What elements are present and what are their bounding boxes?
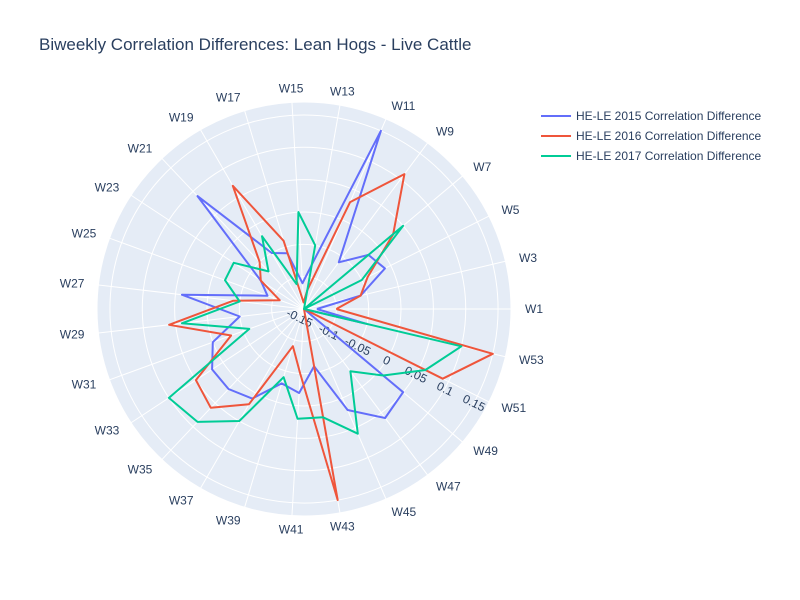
series-line-2 [168,173,494,502]
angular-tick-label: W13 [330,84,355,98]
angular-grid-line [161,158,305,310]
angular-tick-label: W3 [519,251,537,265]
angular-grid-line [98,284,305,310]
angular-tick-label: W5 [501,203,519,217]
angular-tick-label: W29 [60,328,85,342]
angular-grid-line [109,237,305,310]
angular-grid-line [130,194,305,310]
angular-tick-label: W33 [95,423,120,437]
radial-tick-label: 0.1 [434,379,455,399]
angular-grid-line [98,308,305,334]
angular-grid-line [161,308,305,460]
angular-tick-label: W7 [473,160,491,174]
angular-tick-label: W35 [128,463,153,477]
angular-tick-label: W31 [72,378,97,392]
angular-grid-line [291,308,305,516]
angular-tick-label: W37 [169,493,194,507]
angular-tick-label: W39 [216,514,241,528]
angular-tick-label: W1 [525,302,543,316]
legend: HE-LE 2015 Correlation Difference HE-LE 2… [541,109,762,163]
angular-grid-line [303,308,429,476]
angular-grid-line [303,260,506,310]
angular-tick-label: W51 [501,401,526,415]
angular-tick-label: W17 [216,90,241,104]
polar-plot-area: W1 W3 W5 W7 W9 W11 W13 W15 W17 W19 W21 W23 W25 W27 W29… [60,81,544,536]
angular-tick-label: W15 [279,81,304,95]
series-line-3 [167,211,463,435]
angular-tick-label: W49 [473,444,498,458]
angular-tick-label: W23 [95,181,120,195]
angular-grid-line [200,129,305,310]
angular-tick-label: W27 [60,276,85,290]
angular-tick-label: W45 [392,505,417,519]
legend-entry-2: HE-LE 2016 Correlation Difference [576,129,762,143]
polar-outer-border [96,101,512,517]
angular-grid-line [109,308,305,381]
chart-title: Biweekly Correlation Differences: Lean H… [39,35,471,54]
angular-tick-label: W43 [330,520,355,534]
angular-tick-label: W47 [436,479,461,493]
angular-tick-label: W21 [128,141,153,155]
angular-grid-line [291,102,305,310]
legend-entry-1: HE-LE 2015 Correlation Difference [576,109,762,123]
angular-tick-label: W11 [392,99,416,113]
angular-tick-label: W53 [519,353,544,367]
angular-tick-label: W41 [279,523,304,537]
angular-grid-line [244,308,305,508]
angular-grid-line [303,308,387,500]
angular-grid-line [130,308,305,424]
legend-entry-3: HE-LE 2017 Correlation Difference [576,149,762,163]
angular-tick-label: W25 [72,226,97,240]
angular-tick-label: W9 [436,125,454,139]
angular-tick-label: W19 [169,111,194,125]
angular-grid-line [303,142,429,310]
